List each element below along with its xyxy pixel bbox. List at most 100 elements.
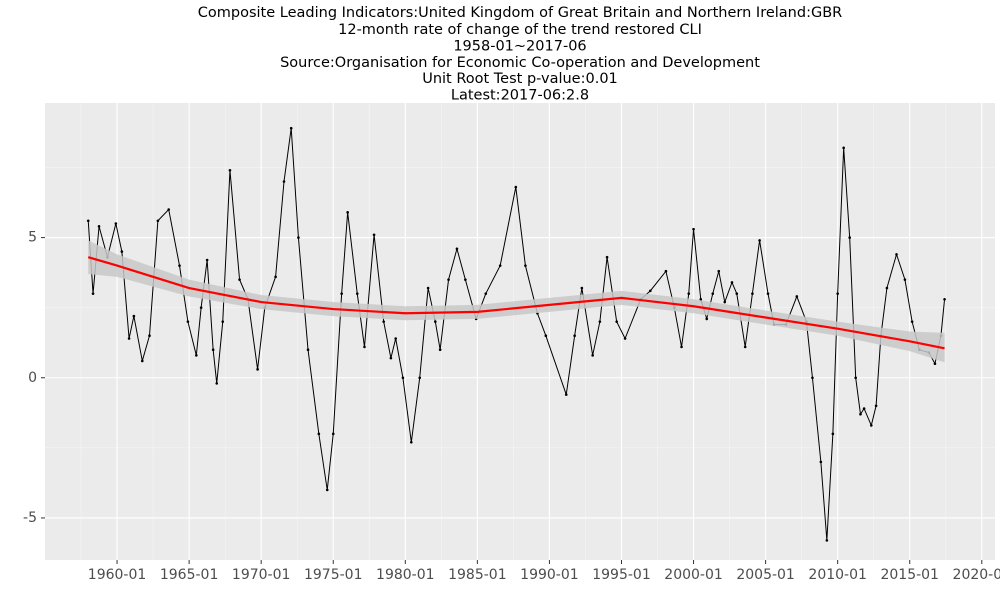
data-point <box>705 317 709 321</box>
data-point <box>591 354 594 357</box>
data-point <box>120 250 124 253</box>
data-point <box>140 359 144 363</box>
data-point <box>580 286 584 290</box>
data-point <box>148 334 151 338</box>
data-point <box>524 264 527 267</box>
data-point <box>331 432 335 436</box>
x-tick-label: 2020-01 <box>953 567 1000 583</box>
x-tick-label: 1980-01 <box>376 567 435 583</box>
y-tick-label: -5 <box>23 510 37 526</box>
data-point <box>355 292 359 295</box>
data-point <box>859 412 862 416</box>
data-point <box>438 348 442 352</box>
data-point <box>127 337 131 340</box>
data-point <box>819 460 823 464</box>
data-point <box>455 247 459 251</box>
x-tick-label: 1970-01 <box>232 567 291 583</box>
data-point <box>410 440 413 444</box>
data-point <box>825 539 829 542</box>
data-point <box>869 424 873 427</box>
data-point <box>811 376 814 380</box>
data-point <box>418 376 422 380</box>
x-tick-label: 1990-01 <box>520 567 579 583</box>
data-point <box>758 239 761 242</box>
data-point <box>394 337 397 340</box>
data-point <box>564 393 568 396</box>
data-point <box>156 219 160 223</box>
data-point <box>692 227 695 231</box>
data-point <box>664 269 668 273</box>
data-point <box>325 488 329 492</box>
data-point <box>91 292 95 295</box>
data-point <box>735 292 739 295</box>
data-point <box>649 289 652 293</box>
data-point <box>874 404 878 408</box>
x-tick-label: 1965-01 <box>160 567 219 583</box>
data-point <box>211 348 215 352</box>
chart-subtitle: 1958-01~2017-06 <box>453 38 586 54</box>
x-tick-label: 1960-01 <box>88 567 147 583</box>
data-point <box>933 362 937 366</box>
x-tick-label: 2010-01 <box>808 567 867 583</box>
data-point <box>167 208 171 211</box>
data-point <box>484 292 488 295</box>
chart-subtitle: Unit Root Test p-value:0.01 <box>422 71 618 87</box>
data-point <box>86 219 90 223</box>
data-point <box>132 314 136 318</box>
x-tick-label: 2000-01 <box>664 567 723 583</box>
data-point <box>289 126 293 130</box>
data-point <box>699 297 703 301</box>
data-point <box>297 236 300 239</box>
data-point <box>363 345 366 349</box>
data-point <box>903 278 907 281</box>
data-point <box>514 185 518 189</box>
data-point <box>751 292 754 295</box>
data-point <box>895 253 898 256</box>
data-point <box>317 432 321 436</box>
data-point <box>256 368 259 371</box>
x-tick-label: 2005-01 <box>736 567 795 583</box>
data-point <box>687 292 691 295</box>
data-point <box>389 356 393 360</box>
data-point <box>97 225 101 228</box>
data-point <box>372 233 376 237</box>
data-point <box>730 281 734 284</box>
data-point <box>795 295 799 298</box>
data-point <box>680 345 683 349</box>
data-point <box>862 407 866 410</box>
data-point <box>195 354 198 357</box>
data-point <box>544 334 548 338</box>
data-point <box>831 432 835 436</box>
x-tick-label: 1985-01 <box>448 567 507 583</box>
data-point <box>615 320 618 323</box>
data-point <box>605 255 609 259</box>
data-point <box>282 180 286 183</box>
data-point <box>717 269 721 273</box>
data-point <box>221 320 225 323</box>
data-point <box>274 275 277 279</box>
data-point <box>434 320 437 323</box>
data-point <box>766 292 770 295</box>
chart-subtitle: 12-month rate of change of the trend res… <box>338 22 702 38</box>
data-point <box>228 168 232 172</box>
data-point <box>215 382 219 385</box>
data-point <box>447 278 450 281</box>
data-point <box>205 258 209 262</box>
trend-line <box>87 256 945 350</box>
y-tick-label: 5 <box>28 230 37 246</box>
data-point <box>498 264 502 267</box>
data-point <box>573 334 576 338</box>
chart-subtitle: Latest:2017-06:2.8 <box>451 88 589 104</box>
x-tick-label: 2015-01 <box>880 567 939 583</box>
data-point <box>114 222 118 225</box>
data-point <box>943 297 946 301</box>
data-point <box>848 236 851 239</box>
data-point <box>464 278 467 281</box>
data-point <box>382 320 385 323</box>
data-point <box>186 320 190 323</box>
data-point <box>885 286 889 290</box>
chart-title: Composite Leading Indicators:United King… <box>198 5 842 21</box>
y-tick-label: 0 <box>28 370 37 386</box>
chart-subtitle: Source:Organisation for Economic Co-oper… <box>280 55 760 71</box>
